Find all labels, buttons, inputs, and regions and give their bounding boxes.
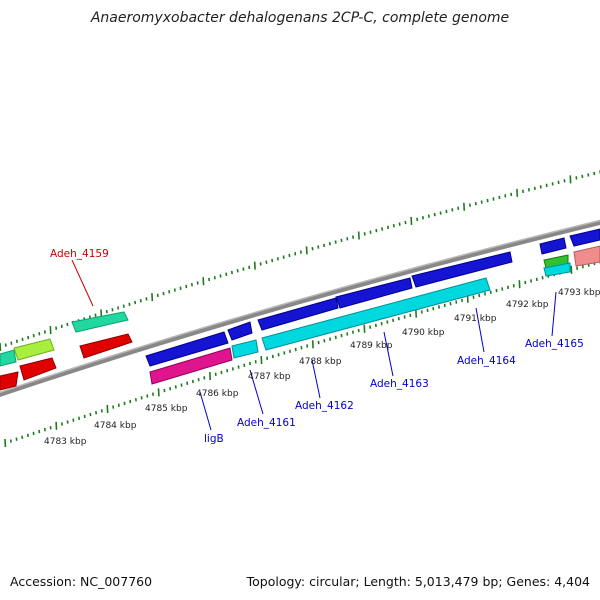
scale-label: 4785 kbp <box>145 404 188 414</box>
gene-feature[interactable] <box>145 331 229 367</box>
gene-label-adeh-4165[interactable]: Adeh_4165 <box>525 338 584 350</box>
scale-label: 4789 kbp <box>350 341 393 351</box>
scale-label: 4784 kbp <box>94 421 137 431</box>
gene-feature[interactable] <box>19 357 57 381</box>
gene-label-adeh-4161[interactable]: Adeh_4161 <box>237 417 296 429</box>
gene-leader-lines <box>71 259 557 431</box>
gene-label-adeh-4159[interactable]: Adeh_4159 <box>50 248 109 260</box>
scale-label: 4792 kbp <box>506 300 549 310</box>
scale-label: 4788 kbp <box>299 357 342 367</box>
scale-labels: 4783 kbp 4784 kbp 4785 kbp 4786 kbp 4787… <box>44 288 600 447</box>
scale-label: 4787 kbp <box>248 372 291 382</box>
gene-feature[interactable] <box>227 321 253 341</box>
gene-feature[interactable] <box>13 338 55 361</box>
gene-feature[interactable] <box>0 371 19 391</box>
lower-scale-track <box>4 260 600 448</box>
gene-feature[interactable] <box>539 237 567 255</box>
gene-feature[interactable] <box>411 251 513 288</box>
gene-label-adeh-4163[interactable]: Adeh_4163 <box>370 378 429 390</box>
gene-feature[interactable] <box>231 339 259 359</box>
reverse-strand-features <box>0 245 600 391</box>
gene-feature[interactable] <box>573 245 600 267</box>
map-title: Anaeromyxobacter dehalogenans 2CP-C, com… <box>90 10 510 26</box>
scale-label: 4791 kbp <box>454 314 497 324</box>
forward-strand-features <box>0 228 600 367</box>
gene-feature[interactable] <box>261 277 491 351</box>
gene-feature[interactable] <box>0 349 17 367</box>
genome-summary-text: Topology: circular; Length: 5,013,479 bp… <box>246 574 590 589</box>
gene-label-adeh-4164[interactable]: Adeh_4164 <box>457 355 516 367</box>
gene-feature[interactable] <box>543 262 571 277</box>
gene-feature[interactable] <box>79 333 133 359</box>
gene-label-ligb[interactable]: ligB <box>204 433 224 445</box>
scale-label: 4793 kbp <box>558 288 600 298</box>
gene-feature[interactable] <box>335 277 413 309</box>
gene-feature[interactable] <box>569 228 600 247</box>
scale-label: 4790 kbp <box>402 328 445 338</box>
accession-text: Accession: NC_007760 <box>10 574 153 589</box>
scale-label: 4786 kbp <box>196 389 239 399</box>
gene-label-adeh-4162[interactable]: Adeh_4162 <box>295 400 354 412</box>
gene-feature[interactable] <box>149 347 233 385</box>
scale-label: 4783 kbp <box>44 437 87 447</box>
genome-backbone-highlight <box>0 219 600 394</box>
gene-feature[interactable] <box>71 311 129 333</box>
gene-feature[interactable] <box>257 297 339 331</box>
genome-backbone <box>0 219 600 397</box>
gene-labels: Adeh_4159 ligB Adeh_4161 Adeh_4162 Adeh_… <box>50 248 584 445</box>
upper-scale-track <box>0 170 600 352</box>
